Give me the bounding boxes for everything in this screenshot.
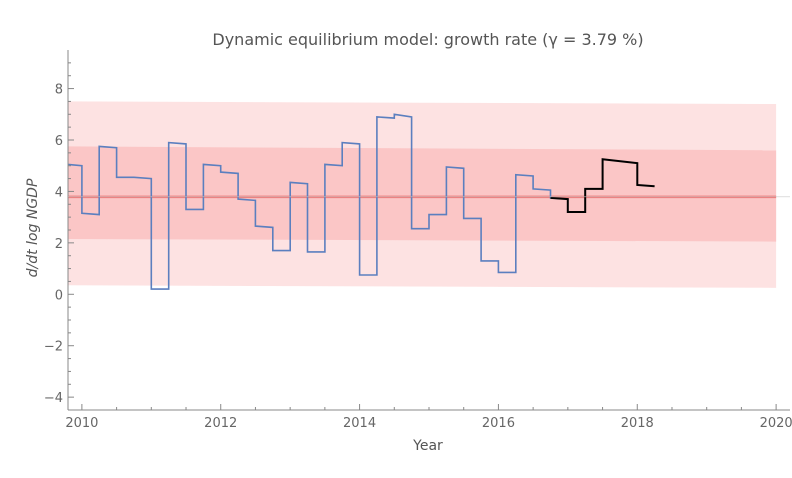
series-layer — [67, 113, 655, 290]
y-tick-label: 6 — [55, 134, 63, 149]
data-series-line — [67, 113, 568, 290]
axes: −4 −2 0 2 4 6 8 2010 2012 2014 2016 2018 2020 — [44, 50, 792, 431]
y-tick-label: −2 — [44, 340, 63, 355]
x-axis-title: Year — [412, 438, 443, 454]
x-tick-label: 2014 — [343, 416, 376, 431]
uncertainty-bands — [68, 101, 777, 288]
inner-band — [68, 146, 777, 242]
chart-title: Dynamic equilibrium model: growth rate (… — [212, 30, 643, 49]
forecast-series-line — [550, 158, 655, 213]
y-axis-title: d/dt log NGDP — [25, 178, 41, 277]
x-tick-label: 2012 — [204, 416, 237, 431]
y-tick-label: 0 — [55, 288, 63, 303]
y-tick-label: 4 — [55, 185, 63, 200]
y-tick-label: −4 — [44, 391, 63, 406]
x-tick-label: 2018 — [621, 416, 654, 431]
x-tick-label: 2016 — [482, 416, 515, 431]
x-tick-label: 2020 — [760, 416, 792, 431]
x-tick-label: 2010 — [65, 416, 98, 431]
y-tick-label: 2 — [55, 237, 63, 252]
y-tick-label: 8 — [55, 83, 63, 98]
